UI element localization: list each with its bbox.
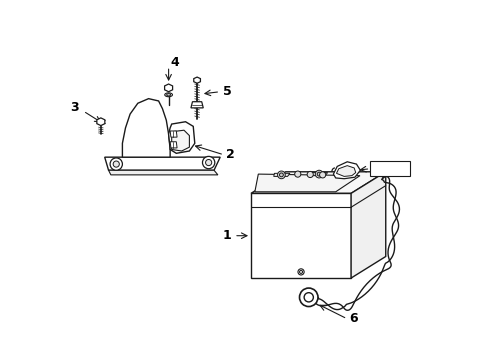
Polygon shape (311, 172, 327, 176)
Polygon shape (254, 174, 359, 192)
Circle shape (317, 172, 321, 176)
Circle shape (113, 161, 119, 167)
Circle shape (304, 293, 313, 302)
Circle shape (205, 159, 211, 166)
Polygon shape (190, 102, 203, 108)
Circle shape (315, 170, 323, 178)
Text: 7: 7 (376, 162, 385, 175)
Text: 5: 5 (222, 85, 231, 98)
Ellipse shape (166, 94, 170, 96)
Text: 3: 3 (71, 102, 79, 114)
Polygon shape (250, 193, 350, 278)
Circle shape (279, 173, 283, 177)
Polygon shape (164, 84, 172, 92)
Text: 6: 6 (349, 312, 357, 325)
Polygon shape (350, 172, 385, 278)
Text: 1: 1 (222, 229, 230, 242)
Polygon shape (171, 130, 189, 151)
Circle shape (319, 172, 325, 178)
Circle shape (297, 269, 304, 275)
Circle shape (277, 171, 285, 179)
Polygon shape (97, 118, 104, 126)
Text: 4: 4 (170, 56, 179, 69)
Polygon shape (333, 162, 360, 179)
Polygon shape (104, 157, 220, 170)
Circle shape (110, 158, 122, 170)
Polygon shape (122, 99, 170, 157)
Polygon shape (170, 131, 177, 137)
Polygon shape (108, 170, 218, 175)
Ellipse shape (164, 93, 172, 97)
Polygon shape (250, 172, 385, 193)
Polygon shape (336, 166, 355, 176)
Polygon shape (168, 122, 194, 153)
Text: 2: 2 (226, 148, 235, 161)
Bar (369, 161, 409, 176)
Polygon shape (170, 142, 177, 148)
Circle shape (299, 270, 302, 274)
Circle shape (202, 156, 214, 169)
Polygon shape (193, 77, 200, 83)
Circle shape (306, 171, 313, 177)
Polygon shape (273, 173, 289, 176)
Circle shape (299, 288, 317, 306)
Circle shape (294, 171, 300, 177)
